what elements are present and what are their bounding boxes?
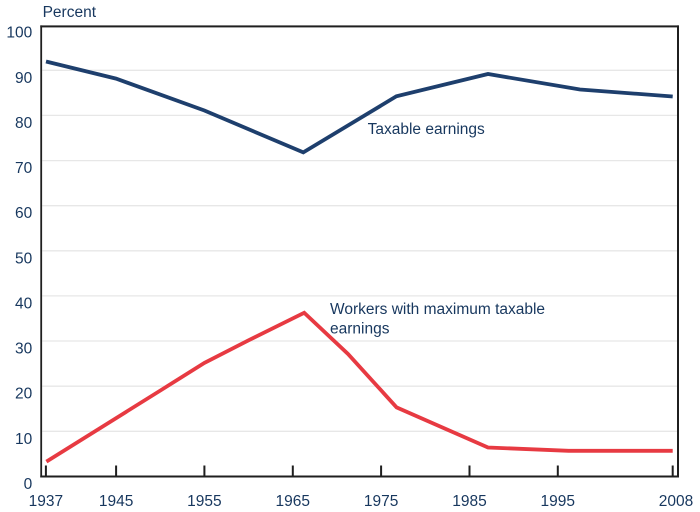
svg-text:1975: 1975 — [364, 493, 398, 510]
svg-text:10: 10 — [15, 431, 33, 448]
svg-text:100: 100 — [6, 25, 32, 42]
svg-text:earnings: earnings — [330, 321, 390, 338]
svg-text:80: 80 — [15, 115, 33, 132]
svg-text:1995: 1995 — [541, 493, 575, 510]
svg-text:20: 20 — [15, 386, 33, 403]
svg-text:Percent: Percent — [43, 4, 97, 21]
svg-text:2008: 2008 — [659, 493, 693, 510]
svg-text:0: 0 — [24, 476, 33, 493]
svg-text:70: 70 — [15, 160, 33, 177]
svg-text:1965: 1965 — [276, 493, 310, 510]
svg-text:Taxable earnings: Taxable earnings — [368, 121, 485, 138]
svg-text:30: 30 — [15, 341, 33, 358]
svg-text:Workers with maximum taxable: Workers with maximum taxable — [330, 301, 545, 318]
svg-text:1937: 1937 — [29, 493, 63, 510]
svg-text:90: 90 — [15, 70, 33, 87]
svg-text:1955: 1955 — [187, 493, 221, 510]
svg-text:50: 50 — [15, 250, 33, 267]
svg-text:1945: 1945 — [99, 493, 133, 510]
svg-text:60: 60 — [15, 205, 33, 222]
svg-text:40: 40 — [15, 295, 33, 312]
svg-text:1985: 1985 — [452, 493, 486, 510]
